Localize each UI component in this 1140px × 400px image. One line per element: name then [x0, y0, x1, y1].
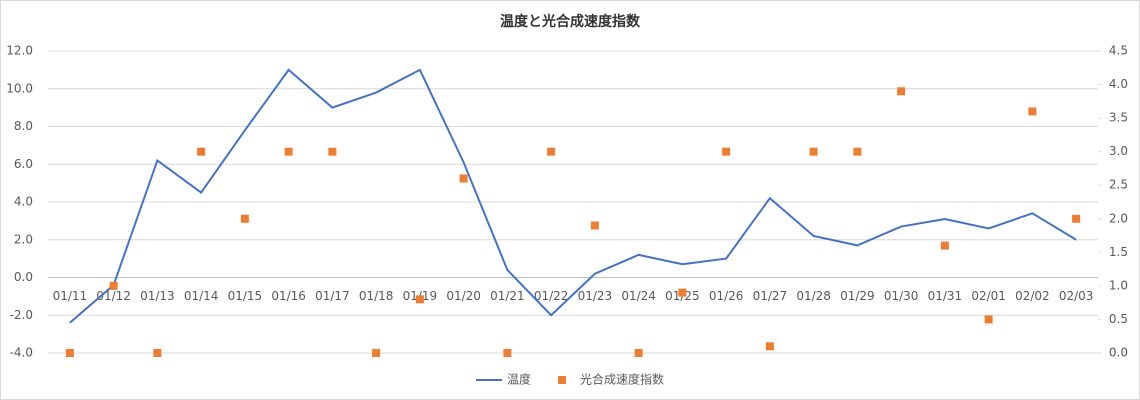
- point: [940, 241, 949, 250]
- y2-tick-label: 4.5: [1109, 44, 1128, 58]
- point: [1028, 107, 1037, 116]
- point: [634, 349, 643, 357]
- y-tick-label: 4.0: [14, 195, 33, 209]
- y2-tick-label: 0.0: [1109, 346, 1128, 360]
- point: [372, 349, 381, 357]
- x-tick-label: 01/16: [271, 289, 306, 303]
- legend-label: 光合成速度指数: [580, 372, 664, 387]
- legend-label: 温度: [507, 372, 531, 387]
- y2-tick-label: 2.5: [1109, 178, 1128, 192]
- point: [328, 147, 337, 156]
- point: [678, 288, 687, 297]
- y2-tick-label: 1.0: [1109, 278, 1128, 292]
- line: [69, 68, 1077, 324]
- y-tick-label: 6.0: [14, 157, 33, 171]
- point: [65, 349, 74, 357]
- y-tick-label: 0.0: [14, 270, 33, 284]
- x-tick-label: 01/14: [184, 289, 219, 303]
- x-tick-label: 01/11: [53, 289, 88, 303]
- x-tick-label: 01/22: [534, 289, 569, 303]
- x-tick-label: 02/03: [1059, 289, 1094, 303]
- chart-title: 温度と光合成速度指数: [500, 13, 641, 30]
- x-tick-label: 01/17: [315, 289, 350, 303]
- y-tick-label: -2.0: [10, 308, 33, 322]
- x-tick-label: 01/26: [709, 289, 744, 303]
- point: [284, 147, 293, 156]
- point: [984, 315, 993, 324]
- x-tick-label: 01/21: [490, 289, 525, 303]
- point: [109, 281, 118, 290]
- point: [197, 147, 206, 156]
- x-tick-label: 01/15: [228, 289, 263, 303]
- x-tick-label: 01/30: [884, 289, 919, 303]
- point: [415, 295, 424, 304]
- y2-tick-label: 4.0: [1109, 77, 1128, 91]
- x-tick-label: 02/01: [971, 289, 1006, 303]
- y2-tick-label: 3.5: [1109, 111, 1128, 125]
- point: [897, 87, 906, 96]
- x-tick-label: 01/31: [928, 289, 963, 303]
- point: [459, 174, 468, 183]
- y-tick-label: -4.0: [10, 346, 33, 360]
- y-tick-label: 2.0: [14, 232, 33, 246]
- y-tick-label: 8.0: [14, 119, 33, 133]
- x-tick-label: 01/18: [359, 289, 394, 303]
- y2-tick-label: 0.5: [1109, 312, 1128, 326]
- point: [503, 349, 512, 357]
- point: [153, 349, 162, 357]
- x-tick-label: 01/20: [446, 289, 481, 303]
- y2-tick-label: 2.0: [1109, 211, 1128, 225]
- point: [547, 147, 556, 156]
- point: [853, 147, 862, 156]
- x-tick-label: 01/24: [621, 289, 656, 303]
- y-tick-label: 10.0: [6, 81, 33, 95]
- point: [809, 147, 818, 156]
- y2-tick-label: 1.5: [1109, 245, 1128, 259]
- x-tick-label: 01/13: [140, 289, 175, 303]
- point: [590, 221, 599, 230]
- point: [1072, 214, 1081, 223]
- point: [765, 342, 774, 351]
- y-tick-label: 12.0: [6, 44, 33, 58]
- y2-tick-label: 3.0: [1109, 144, 1128, 158]
- point: [240, 214, 249, 223]
- x-tick-label: 01/23: [578, 289, 613, 303]
- x-tick-label: 02/02: [1015, 289, 1050, 303]
- x-tick-label: 01/28: [796, 289, 831, 303]
- point: [722, 147, 731, 156]
- legend-marker: [558, 376, 567, 384]
- x-tick-label: 01/27: [753, 289, 788, 303]
- x-tick-label: 01/29: [840, 289, 875, 303]
